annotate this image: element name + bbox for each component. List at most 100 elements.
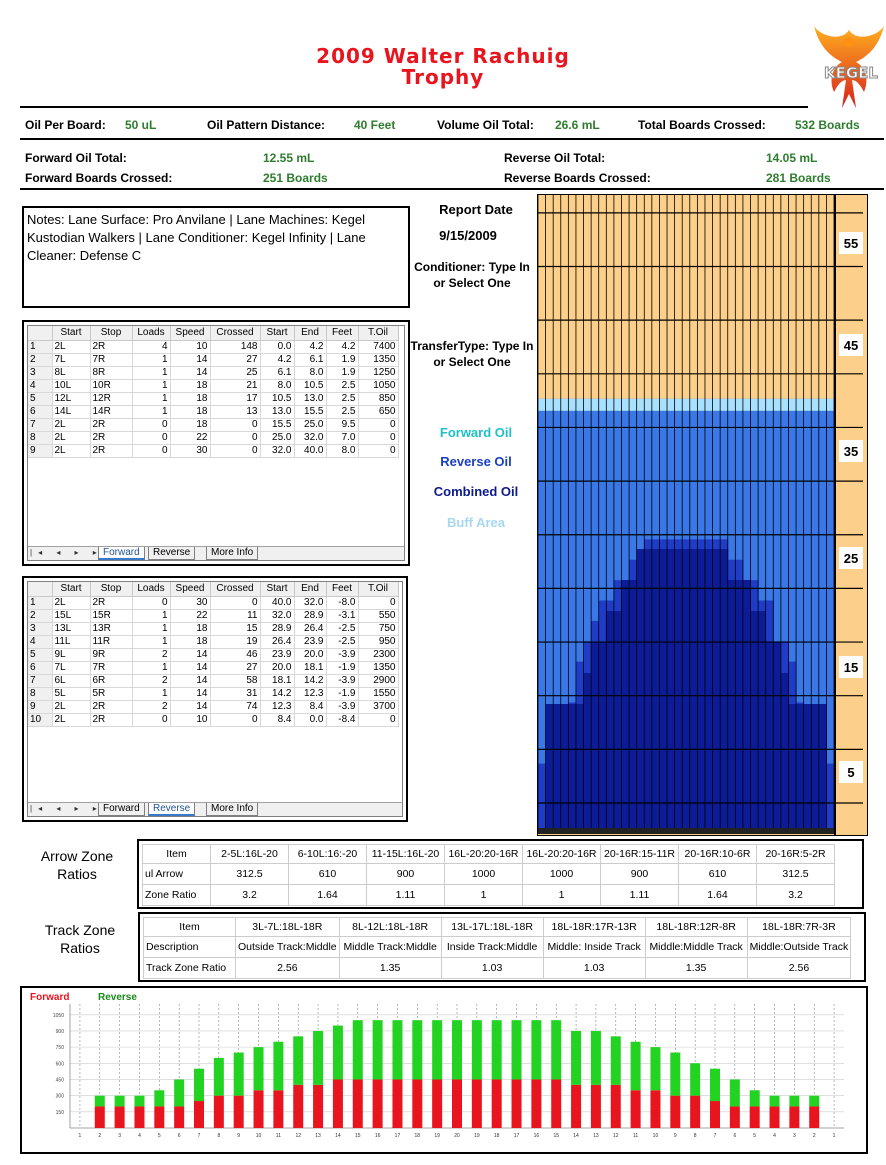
table-cell[interactable]: 18 (170, 392, 211, 406)
table-cell[interactable]: 4.2 (294, 340, 327, 354)
column-header[interactable]: End (294, 326, 327, 341)
table-cell[interactable]: 25.0 (260, 431, 295, 445)
table-cell[interactable]: 7400 (358, 340, 399, 354)
table-cell[interactable]: 8.0 (326, 444, 359, 458)
table-cell[interactable]: 8.4 (294, 700, 327, 714)
table-cell[interactable]: 18 (170, 635, 211, 649)
table-cell[interactable]: 14R (90, 405, 133, 419)
table-cell[interactable]: -3.1 (326, 609, 359, 623)
table-cell[interactable]: -2.5 (326, 622, 359, 636)
table-cell[interactable]: 27 (210, 661, 261, 675)
table-cell[interactable]: 31 (210, 687, 261, 701)
column-header[interactable]: Start (260, 582, 295, 597)
table-cell[interactable]: 0 (358, 596, 399, 610)
table-cell[interactable]: 1350 (358, 661, 399, 675)
table-row[interactable]: 9 2L 2R 2 14 74 12.3 8.4 -3.9 3700 (28, 700, 399, 714)
table-cell[interactable]: 2900 (358, 674, 399, 688)
table-cell[interactable]: 20.0 (294, 648, 327, 662)
tab-forward[interactable]: Forward (98, 803, 145, 816)
table-cell[interactable]: 6L (52, 674, 91, 688)
table-cell[interactable]: 14.2 (260, 687, 295, 701)
table-cell[interactable]: 0 (132, 444, 171, 458)
table-cell[interactable]: 4.2 (326, 340, 359, 354)
table-cell[interactable]: 12R (90, 392, 133, 406)
table-cell[interactable]: 12L (52, 392, 91, 406)
table-cell[interactable]: 2.5 (326, 379, 359, 393)
table-cell[interactable]: 12.3 (294, 687, 327, 701)
table-cell[interactable]: 8.4 (260, 713, 295, 727)
tab-forward[interactable]: Forward (98, 547, 145, 560)
table-cell[interactable]: 22 (170, 431, 211, 445)
table-cell[interactable]: 13R (90, 622, 133, 636)
table-cell[interactable]: 1 (132, 366, 171, 380)
table-cell[interactable]: 15 (210, 622, 261, 636)
table-row[interactable]: 3 8L 8R 1 14 25 6.1 8.0 1.9 1250 (28, 366, 399, 380)
transfer-type-field[interactable]: TransferType: Type In or Select One (410, 339, 534, 369)
table-cell[interactable]: 14 (170, 661, 211, 675)
table-cell[interactable]: -3.9 (326, 674, 359, 688)
table-row[interactable]: 3 13L 13R 1 18 15 28.9 26.4 -2.5 750 (28, 622, 399, 636)
table-cell[interactable]: 9.5 (326, 418, 359, 432)
table-cell[interactable]: 9R (90, 648, 133, 662)
table-cell[interactable]: 28.9 (260, 622, 295, 636)
table-cell[interactable]: 0 (132, 418, 171, 432)
table-cell[interactable]: 2 (132, 674, 171, 688)
table-cell[interactable]: 1 (132, 609, 171, 623)
table-cell[interactable]: -3.9 (326, 700, 359, 714)
table-cell[interactable]: 18 (170, 405, 211, 419)
table-cell[interactable]: 23.9 (260, 648, 295, 662)
table-cell[interactable]: 5R (90, 687, 133, 701)
table-cell[interactable]: -1.9 (326, 661, 359, 675)
table-cell[interactable]: 14L (52, 405, 91, 419)
table-cell[interactable]: 10.5 (294, 379, 327, 393)
table-cell[interactable]: 8L (52, 366, 91, 380)
table-cell[interactable]: 0 (132, 713, 171, 727)
table-cell[interactable]: 2L (52, 431, 91, 445)
table-cell[interactable]: 0.0 (260, 340, 295, 354)
table-cell[interactable]: 1350 (358, 353, 399, 367)
table-cell[interactable]: 2L (52, 713, 91, 727)
table-cell[interactable]: 13L (52, 622, 91, 636)
table-cell[interactable]: 20.0 (260, 661, 295, 675)
table-cell[interactable]: 15.5 (260, 418, 295, 432)
table-cell[interactable]: 1 (132, 622, 171, 636)
table-cell[interactable]: 8R (90, 366, 133, 380)
column-header[interactable]: Feet (326, 582, 359, 597)
table-cell[interactable]: 26.4 (294, 622, 327, 636)
table-cell[interactable]: 25 (210, 366, 261, 380)
table-cell[interactable]: 27 (210, 353, 261, 367)
table-cell[interactable]: 0.0 (294, 713, 327, 727)
table-cell[interactable]: 32.0 (260, 444, 295, 458)
tab-reverse[interactable]: Reverse (148, 803, 196, 816)
table-cell[interactable]: 12.3 (260, 700, 295, 714)
column-header[interactable]: Start (260, 326, 295, 341)
table-cell[interactable]: 1 (132, 392, 171, 406)
table-cell[interactable]: 2R (90, 444, 133, 458)
table-cell[interactable]: 1 (132, 353, 171, 367)
column-header[interactable]: Speed (170, 582, 211, 597)
table-cell[interactable]: 7.0 (326, 431, 359, 445)
table-cell[interactable]: 2300 (358, 648, 399, 662)
table-cell[interactable]: 0 (210, 431, 261, 445)
table-cell[interactable]: -8.0 (326, 596, 359, 610)
table-cell[interactable]: 7L (52, 661, 91, 675)
table-cell[interactable]: 14 (170, 687, 211, 701)
tab-more-info[interactable]: More Info (206, 803, 259, 816)
column-header[interactable]: Speed (170, 326, 211, 341)
table-cell[interactable]: 0 (132, 431, 171, 445)
table-cell[interactable]: 7R (90, 353, 133, 367)
table-cell[interactable]: 9L (52, 648, 91, 662)
table-cell[interactable]: 21 (210, 379, 261, 393)
column-header[interactable]: Loads (132, 326, 171, 341)
table-cell[interactable]: 0 (358, 418, 399, 432)
table-cell[interactable]: 1 (132, 405, 171, 419)
table-cell[interactable]: 0 (210, 596, 261, 610)
table-cell[interactable]: -2.5 (326, 635, 359, 649)
table-row[interactable]: 1 2L 2R 0 30 0 40.0 32.0 -8.0 0 (28, 596, 399, 610)
table-cell[interactable]: 26.4 (260, 635, 295, 649)
table-cell[interactable]: 2L (52, 700, 91, 714)
table-cell[interactable]: 32.0 (294, 431, 327, 445)
table-cell[interactable]: 25.0 (294, 418, 327, 432)
table-cell[interactable]: 58 (210, 674, 261, 688)
table-row[interactable]: 8 5L 5R 1 14 31 14.2 12.3 -1.9 1550 (28, 687, 399, 701)
